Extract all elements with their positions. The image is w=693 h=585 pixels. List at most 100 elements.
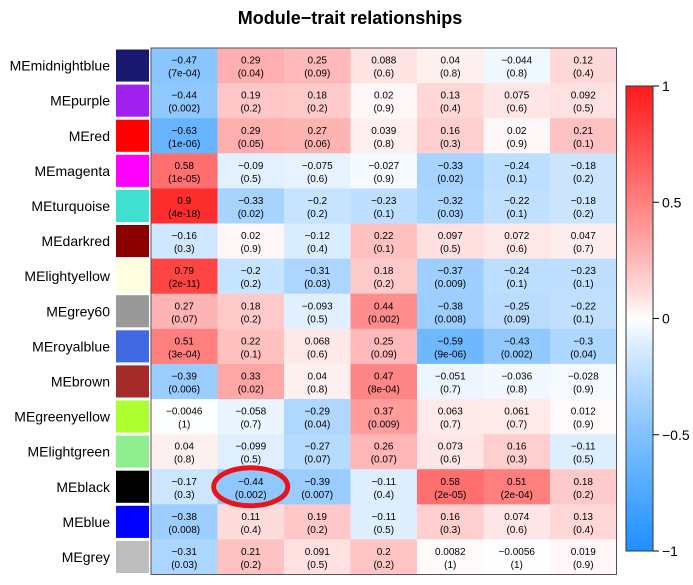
heatmap-cell bbox=[550, 293, 617, 330]
cell-pvalue-label: (0.8) bbox=[506, 384, 527, 395]
cell-pvalue-label: (0.8) bbox=[373, 139, 394, 150]
heatmap-cell bbox=[483, 363, 551, 400]
cell-correlation-label: −0.0056 bbox=[499, 547, 536, 558]
heatmap-cell bbox=[151, 469, 218, 505]
heatmap-cell bbox=[417, 153, 484, 189]
chart-title: Module−trait relationships bbox=[237, 8, 463, 28]
heatmap-cell bbox=[284, 504, 351, 540]
cell-pvalue-label: (0.05) bbox=[238, 139, 264, 150]
heatmap-cell bbox=[217, 363, 285, 400]
cell-pvalue-label: (0.7) bbox=[440, 420, 461, 431]
cell-pvalue-label: (0.2) bbox=[373, 560, 394, 571]
colorbar-tick-label: 0.5 bbox=[662, 194, 682, 210]
heatmap-cell bbox=[217, 504, 285, 540]
cell-correlation-label: 0.58 bbox=[441, 477, 461, 488]
cell-correlation-label: 0.097 bbox=[438, 231, 463, 242]
heatmap-cell bbox=[217, 83, 285, 119]
cell-pvalue-label: (0.2) bbox=[240, 314, 261, 325]
heatmap-cell bbox=[483, 469, 551, 505]
cell-correlation-label: −0.22 bbox=[504, 196, 530, 207]
cell-pvalue-label: (0.3) bbox=[440, 525, 461, 536]
cell-pvalue-label: (0.9) bbox=[573, 384, 594, 395]
cell-correlation-label: −0.33 bbox=[238, 196, 264, 207]
cell-correlation-label: 0.16 bbox=[507, 442, 527, 453]
cell-correlation-label: 0.25 bbox=[308, 56, 328, 67]
heatmap-cell bbox=[550, 434, 617, 470]
cell-pvalue-label: (0.2) bbox=[240, 560, 261, 571]
cell-correlation-label: −0.051 bbox=[435, 371, 466, 382]
cell-correlation-label: 0.25 bbox=[374, 336, 394, 347]
cell-pvalue-label: (1) bbox=[444, 560, 456, 571]
heatmap-cell bbox=[350, 223, 418, 260]
cell-pvalue-label: (0.03) bbox=[171, 560, 197, 571]
heatmap-cell bbox=[550, 118, 617, 154]
highlight-ellipse bbox=[211, 465, 291, 509]
cell-pvalue-label: (0.04) bbox=[304, 420, 330, 431]
heatmap-cell bbox=[417, 48, 484, 84]
module-color-swatch bbox=[116, 540, 149, 573]
cell-pvalue-label: (0.09) bbox=[371, 349, 397, 360]
heatmap-cell bbox=[151, 188, 218, 224]
cell-correlation-label: 0.075 bbox=[504, 91, 529, 102]
cell-pvalue-label: (0.2) bbox=[240, 104, 261, 115]
cell-correlation-label: 0.061 bbox=[504, 407, 529, 418]
row-label: MEblack bbox=[56, 479, 111, 495]
heatmap-cell bbox=[417, 83, 484, 119]
colorbar-tick-label: 0 bbox=[662, 311, 670, 327]
heatmap-cell bbox=[350, 293, 418, 330]
cell-correlation-label: −0.09 bbox=[238, 161, 264, 172]
module-color-swatch bbox=[116, 154, 149, 187]
cell-pvalue-label: (0.2) bbox=[307, 525, 328, 536]
heatmap-cell bbox=[350, 469, 418, 505]
cell-correlation-label: 0.02 bbox=[374, 91, 394, 102]
cell-correlation-label: 0.047 bbox=[571, 231, 596, 242]
cell-pvalue-label: (0.9) bbox=[373, 174, 394, 185]
module-color-swatch bbox=[116, 225, 149, 258]
heatmap-cell bbox=[217, 153, 285, 189]
cell-pvalue-label: (0.5) bbox=[573, 455, 594, 466]
row-label: MEdarkred bbox=[42, 233, 110, 249]
heatmap-cell bbox=[284, 469, 351, 505]
cell-pvalue-label: (0.4) bbox=[240, 525, 261, 536]
heatmap-cell bbox=[217, 118, 285, 154]
cell-correlation-label: 0.19 bbox=[308, 512, 328, 523]
heatmap-cell bbox=[550, 223, 617, 260]
row-label: MElightyellow bbox=[24, 268, 110, 284]
heatmap-cell bbox=[350, 328, 418, 365]
cell-pvalue-label: (0.9) bbox=[373, 104, 394, 115]
heatmap-cell bbox=[350, 118, 418, 154]
cell-pvalue-label: (3e-04) bbox=[168, 349, 200, 360]
row-label: MEpurple bbox=[50, 93, 110, 109]
heatmap-cell bbox=[350, 399, 418, 435]
cell-correlation-label: −0.27 bbox=[305, 442, 331, 453]
cell-pvalue-label: (0.04) bbox=[238, 69, 264, 80]
heatmap-cell bbox=[151, 293, 218, 330]
module-color-swatch bbox=[116, 400, 149, 433]
cell-pvalue-label: (1) bbox=[511, 560, 523, 571]
cell-correlation-label: −0.24 bbox=[504, 266, 530, 277]
heatmap-cell bbox=[350, 504, 418, 540]
cell-correlation-label: −0.11 bbox=[371, 477, 396, 488]
module-color-swatches bbox=[116, 49, 149, 573]
cell-pvalue-label: (0.8) bbox=[307, 384, 328, 395]
cell-correlation-label: 0.068 bbox=[305, 336, 330, 347]
cell-correlation-label: 0.9 bbox=[177, 196, 191, 207]
cell-correlation-label: 0.37 bbox=[374, 407, 394, 418]
cell-correlation-label: 0.33 bbox=[241, 371, 261, 382]
cell-correlation-label: 0.073 bbox=[438, 442, 463, 453]
cell-correlation-label: 0.12 bbox=[574, 56, 594, 67]
heatmap-cells: −0.47 (7e-04) 0.29 (0.04) 0.25 (0.09) 0.088 (0.… bbox=[151, 48, 617, 575]
row-label: MEbrown bbox=[51, 373, 110, 389]
heatmap-cell bbox=[350, 539, 418, 575]
heatmap-cell bbox=[417, 328, 484, 365]
cell-pvalue-label: (0.7) bbox=[440, 384, 461, 395]
heatmap-cell bbox=[151, 118, 218, 154]
cell-pvalue-label: (0.4) bbox=[307, 244, 328, 255]
cell-pvalue-label: (0.2) bbox=[573, 490, 594, 501]
cell-correlation-label: 0.16 bbox=[441, 512, 461, 523]
colorbar-tick-label: −1 bbox=[662, 543, 678, 559]
cell-correlation-label: 0.072 bbox=[504, 231, 529, 242]
heatmap-cell bbox=[284, 118, 351, 154]
cell-correlation-label: 0.47 bbox=[374, 371, 394, 382]
